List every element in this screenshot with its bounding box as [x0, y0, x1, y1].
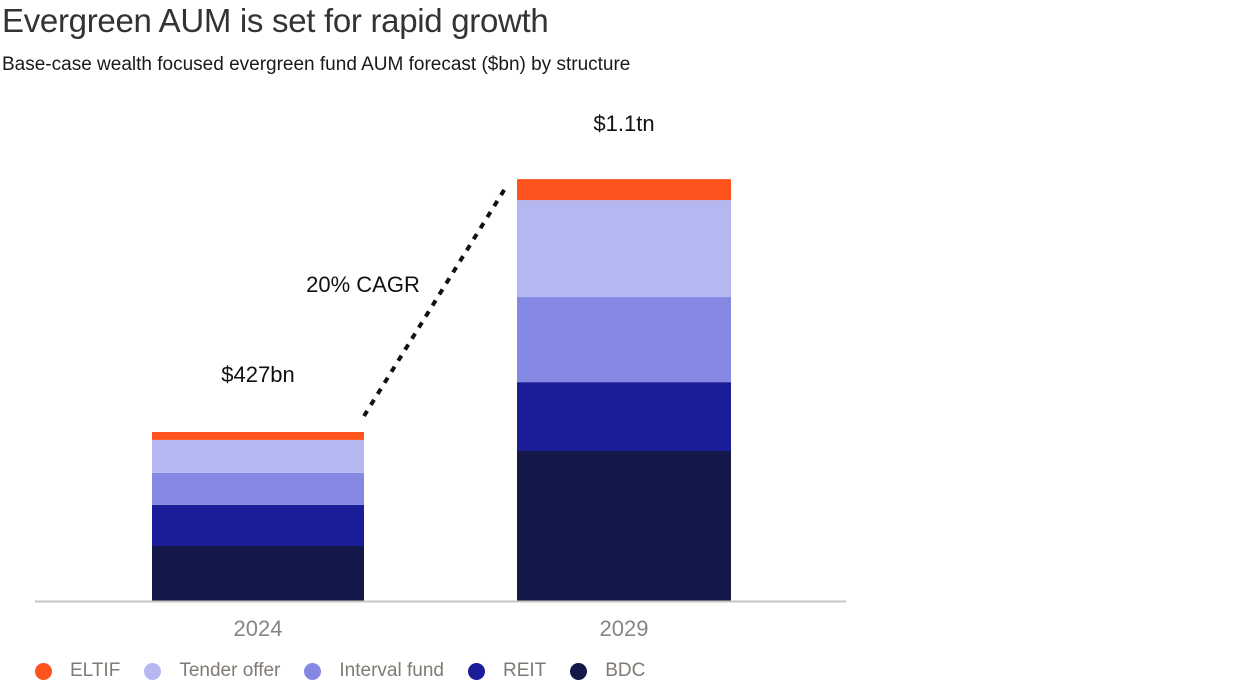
chart-subtitle: Base-case wealth focused evergreen fund …	[2, 54, 631, 75]
legend-item-tender-offer: Tender offer	[144, 660, 280, 682]
bar-segment-interval-fund-2024	[152, 472, 364, 505]
x-tick-label: 2029	[600, 616, 649, 641]
legend-item-eltif: ELTIF	[35, 660, 120, 682]
legend-item-reit: REIT	[467, 660, 547, 682]
bar-segment-tender-offer-2024	[152, 439, 364, 473]
total-label: $427bn	[221, 362, 294, 387]
bar-segment-reit-2029	[517, 382, 731, 451]
legend-swatch	[304, 662, 322, 680]
bar-segment-eltif-2024	[152, 432, 364, 440]
legend-swatch	[35, 662, 52, 680]
chart-title: Evergreen AUM is set for rapid growth	[2, 2, 549, 39]
chart-legend: ELTIF Tender offer Interval fund REIT BDC	[35, 660, 669, 682]
bar-segment-reit-2024	[152, 504, 364, 546]
legend-label: BDC	[605, 660, 646, 681]
x-tick-label: 2024	[234, 616, 283, 641]
legend-label: ELTIF	[70, 660, 121, 681]
legend-label: Tender offer	[179, 660, 281, 681]
legend-swatch	[467, 662, 485, 680]
legend-item-bdc: BDC	[570, 660, 645, 682]
cagr-annotation: 20% CAGR	[306, 272, 420, 297]
bar-segment-tender-offer-2029	[517, 200, 731, 298]
cagr-connector-line	[362, 185, 508, 418]
total-label: $1.1tn	[593, 111, 654, 136]
bar-segment-eltif-2029	[517, 179, 731, 201]
legend-swatch	[570, 662, 588, 680]
legend-label: Interval fund	[339, 660, 444, 681]
legend-item-interval-fund: Interval fund	[304, 660, 444, 682]
legend-swatch	[144, 662, 162, 680]
bar-segment-bdc-2029	[517, 450, 731, 601]
legend-label: REIT	[502, 660, 547, 681]
bar-segment-bdc-2024	[152, 545, 364, 601]
bar-segment-interval-fund-2029	[517, 297, 731, 383]
